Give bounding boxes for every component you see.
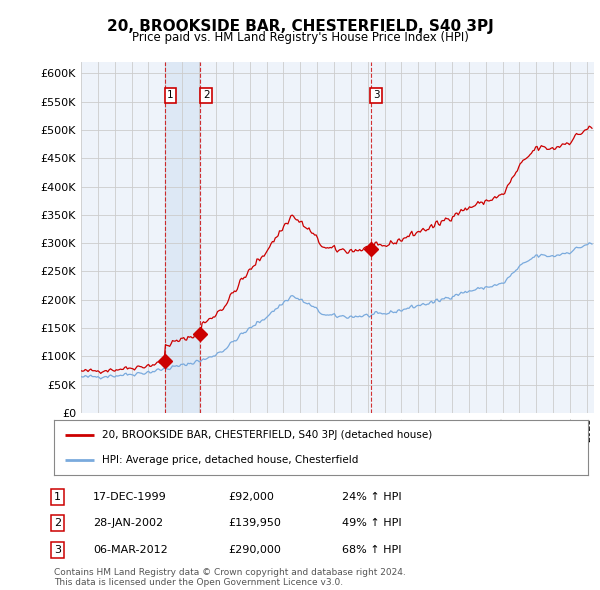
Text: 28-JAN-2002: 28-JAN-2002: [93, 519, 163, 528]
Text: 68% ↑ HPI: 68% ↑ HPI: [342, 545, 401, 555]
Bar: [164, 62, 200, 413]
Text: £92,000: £92,000: [228, 492, 274, 502]
Text: £290,000: £290,000: [228, 545, 281, 555]
Text: 20, BROOKSIDE BAR, CHESTERFIELD, S40 3PJ (detached house): 20, BROOKSIDE BAR, CHESTERFIELD, S40 3PJ…: [102, 430, 433, 440]
Text: 24% ↑ HPI: 24% ↑ HPI: [342, 492, 401, 502]
Text: 3: 3: [54, 545, 61, 555]
Text: 49% ↑ HPI: 49% ↑ HPI: [342, 519, 401, 528]
Text: 17-DEC-1999: 17-DEC-1999: [93, 492, 167, 502]
Text: 3: 3: [373, 90, 380, 100]
Text: 2: 2: [203, 90, 209, 100]
Text: 20, BROOKSIDE BAR, CHESTERFIELD, S40 3PJ: 20, BROOKSIDE BAR, CHESTERFIELD, S40 3PJ: [107, 19, 493, 34]
Text: HPI: Average price, detached house, Chesterfield: HPI: Average price, detached house, Ches…: [102, 455, 358, 465]
Text: 1: 1: [54, 492, 61, 502]
Text: 1: 1: [167, 90, 174, 100]
Text: Price paid vs. HM Land Registry's House Price Index (HPI): Price paid vs. HM Land Registry's House …: [131, 31, 469, 44]
Text: Contains HM Land Registry data © Crown copyright and database right 2024.
This d: Contains HM Land Registry data © Crown c…: [54, 568, 406, 587]
Text: £139,950: £139,950: [228, 519, 281, 528]
Text: 06-MAR-2012: 06-MAR-2012: [93, 545, 168, 555]
Text: 2: 2: [54, 519, 61, 528]
